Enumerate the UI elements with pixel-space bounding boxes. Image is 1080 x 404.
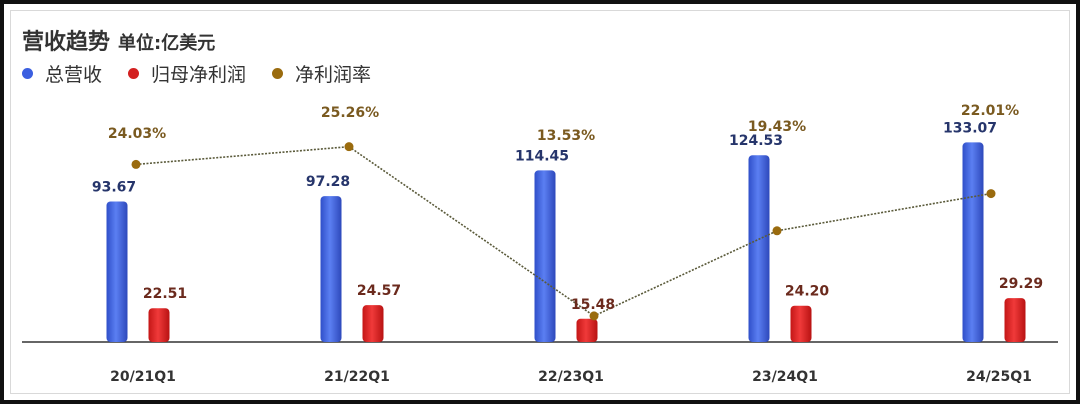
bar-revenue (748, 155, 770, 342)
legend-dot-revenue (22, 68, 33, 79)
data-label-net-income: 24.57 (357, 283, 401, 299)
bar-revenue (962, 142, 984, 342)
legend-item-revenue: 总营收 (22, 60, 102, 87)
x-tick-label: 22/23Q1 (538, 369, 604, 385)
data-label-net-income: 29.29 (999, 276, 1043, 292)
point-margin (589, 311, 599, 321)
bar-net-income (790, 305, 812, 342)
bar-revenue (534, 170, 556, 342)
bar-revenue (320, 196, 342, 342)
chart-unit: 单位:亿美元 (118, 33, 216, 54)
data-label-margin: 13.53% (537, 128, 595, 144)
x-tick-label: 24/25Q1 (966, 369, 1032, 385)
legend-dot-margin (272, 68, 284, 79)
data-label-margin: 19.43% (748, 119, 806, 135)
x-tick-label: 21/22Q1 (324, 369, 390, 385)
x-tick-label: 20/21Q1 (110, 369, 176, 385)
x-tick-label: 23/24Q1 (752, 369, 818, 385)
legend-item-net-income: 归母净利润 (128, 60, 246, 87)
bar-net-income (576, 318, 598, 342)
bar-net-income (148, 308, 170, 342)
data-label-revenue: 114.45 (515, 148, 569, 164)
bar-net-income (362, 305, 384, 342)
data-label-revenue: 124.53 (729, 133, 783, 149)
data-label-revenue: 93.67 (92, 179, 136, 195)
data-label-net-income: 22.51 (143, 286, 187, 302)
data-label-margin: 25.26% (321, 105, 379, 121)
chart-title-row: 营收趋势 单位:亿美元 (22, 24, 216, 55)
point-margin (986, 189, 996, 199)
data-label-net-income: 24.20 (785, 284, 830, 300)
legend-label-margin: 净利润率 (295, 64, 372, 86)
bar-revenue (106, 201, 128, 342)
point-margin (772, 226, 782, 236)
point-margin (131, 159, 141, 169)
legend-label-revenue: 总营收 (45, 64, 103, 86)
point-margin (344, 142, 354, 152)
chart-title: 营收趋势 (22, 30, 111, 55)
bar-net-income (1004, 298, 1026, 342)
data-label-net-income: 15.48 (571, 297, 615, 313)
legend-dot-net-income (128, 68, 140, 79)
line-margin (135, 145, 992, 317)
data-label-revenue: 97.28 (306, 174, 350, 190)
legend-item-margin: 净利润率 (272, 60, 371, 87)
data-label-margin: 24.03% (108, 126, 166, 142)
data-label-revenue: 133.07 (943, 120, 997, 136)
legend-label-net-income: 归母净利润 (151, 64, 247, 86)
chart-legend: 总营收 归母净利润 净利润率 (22, 60, 397, 87)
data-label-margin: 22.01% (961, 103, 1019, 119)
